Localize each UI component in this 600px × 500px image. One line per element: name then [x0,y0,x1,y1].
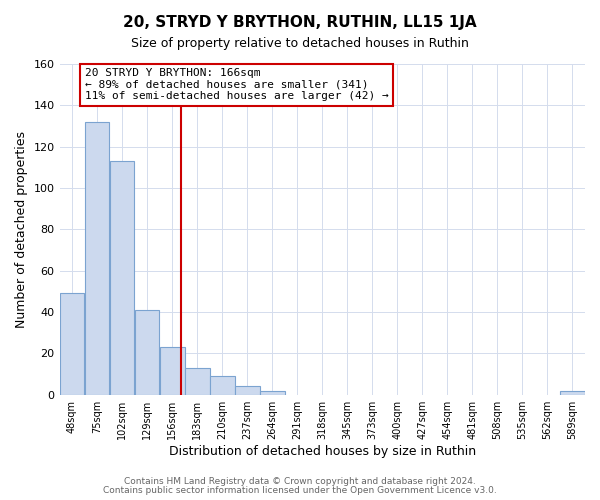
Text: 20, STRYD Y BRYTHON, RUTHIN, LL15 1JA: 20, STRYD Y BRYTHON, RUTHIN, LL15 1JA [123,15,477,30]
Bar [210,376,235,394]
Text: Contains HM Land Registry data © Crown copyright and database right 2024.: Contains HM Land Registry data © Crown c… [124,477,476,486]
Y-axis label: Number of detached properties: Number of detached properties [15,131,28,328]
Bar [185,368,209,394]
X-axis label: Distribution of detached houses by size in Ruthin: Distribution of detached houses by size … [169,444,476,458]
Bar [135,310,160,394]
Bar [110,161,134,394]
Bar [260,390,284,394]
Bar [235,386,260,394]
Text: 20 STRYD Y BRYTHON: 166sqm
← 89% of detached houses are smaller (341)
11% of sem: 20 STRYD Y BRYTHON: 166sqm ← 89% of deta… [85,68,388,102]
Bar [59,294,85,394]
Text: Size of property relative to detached houses in Ruthin: Size of property relative to detached ho… [131,38,469,51]
Bar [85,122,109,394]
Text: Contains public sector information licensed under the Open Government Licence v3: Contains public sector information licen… [103,486,497,495]
Bar [160,347,185,395]
Bar [560,390,585,394]
